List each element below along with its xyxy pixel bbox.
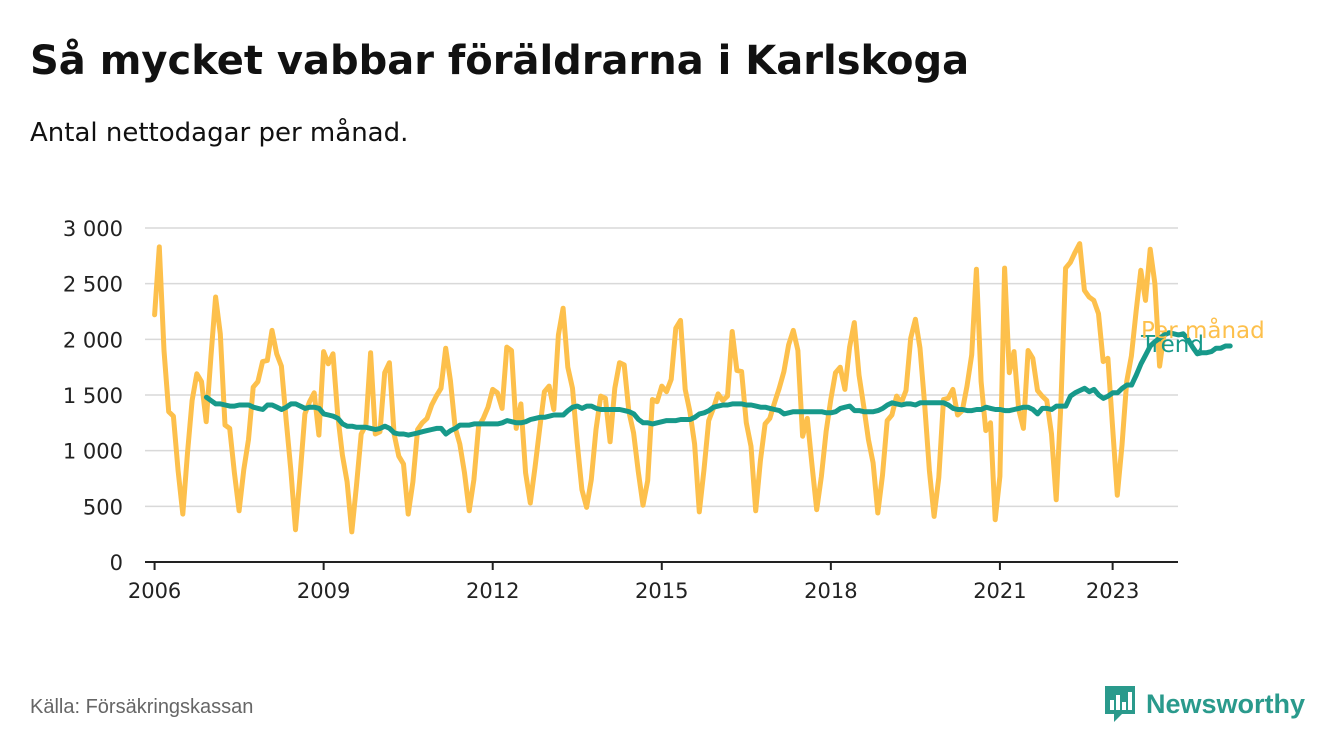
y-tick-label: 1 500	[63, 384, 123, 408]
page-title: Så mycket vabbar föräldrarna i Karlskoga	[30, 38, 970, 84]
y-tick-label: 1 000	[63, 440, 123, 464]
series-lines	[152, 241, 1233, 535]
series-label-per-manad: Per månad	[1141, 316, 1265, 344]
x-tick-label: 2023	[1086, 579, 1139, 603]
x-tick-label: 2015	[635, 579, 688, 603]
y-axis-tick-labels: 0 500 1 000 1 500 2 000 2 500 3 000	[63, 217, 123, 575]
y-tick-label: 3 000	[63, 217, 123, 241]
series-label-trend: Trend	[1140, 332, 1204, 358]
brand-logo: Newsworthy	[1102, 682, 1305, 726]
y-tick-label: 0	[110, 551, 123, 575]
x-tick-label: 2018	[804, 579, 857, 603]
x-tick-label: 2012	[466, 579, 519, 603]
brand-name: Newsworthy	[1146, 688, 1306, 719]
series-line-trend	[203, 330, 1233, 438]
y-tick-label: 500	[83, 495, 123, 519]
x-tick-label: 2009	[297, 579, 350, 603]
series-line-per-manad	[152, 241, 1167, 535]
x-tick-label: 2021	[973, 579, 1026, 603]
y-tick-label: 2 500	[63, 273, 123, 297]
page-subtitle: Antal nettodagar per månad.	[30, 118, 409, 148]
y-tick-label: 2 000	[63, 328, 123, 352]
bar-chart-logo-icon	[1105, 686, 1135, 722]
source-note: Källa: Försäkringskassan	[30, 696, 254, 718]
x-tick-label: 2006	[128, 579, 181, 603]
x-axis: 2006 2009 2012 2015 2018 2021 2023	[128, 561, 1178, 603]
